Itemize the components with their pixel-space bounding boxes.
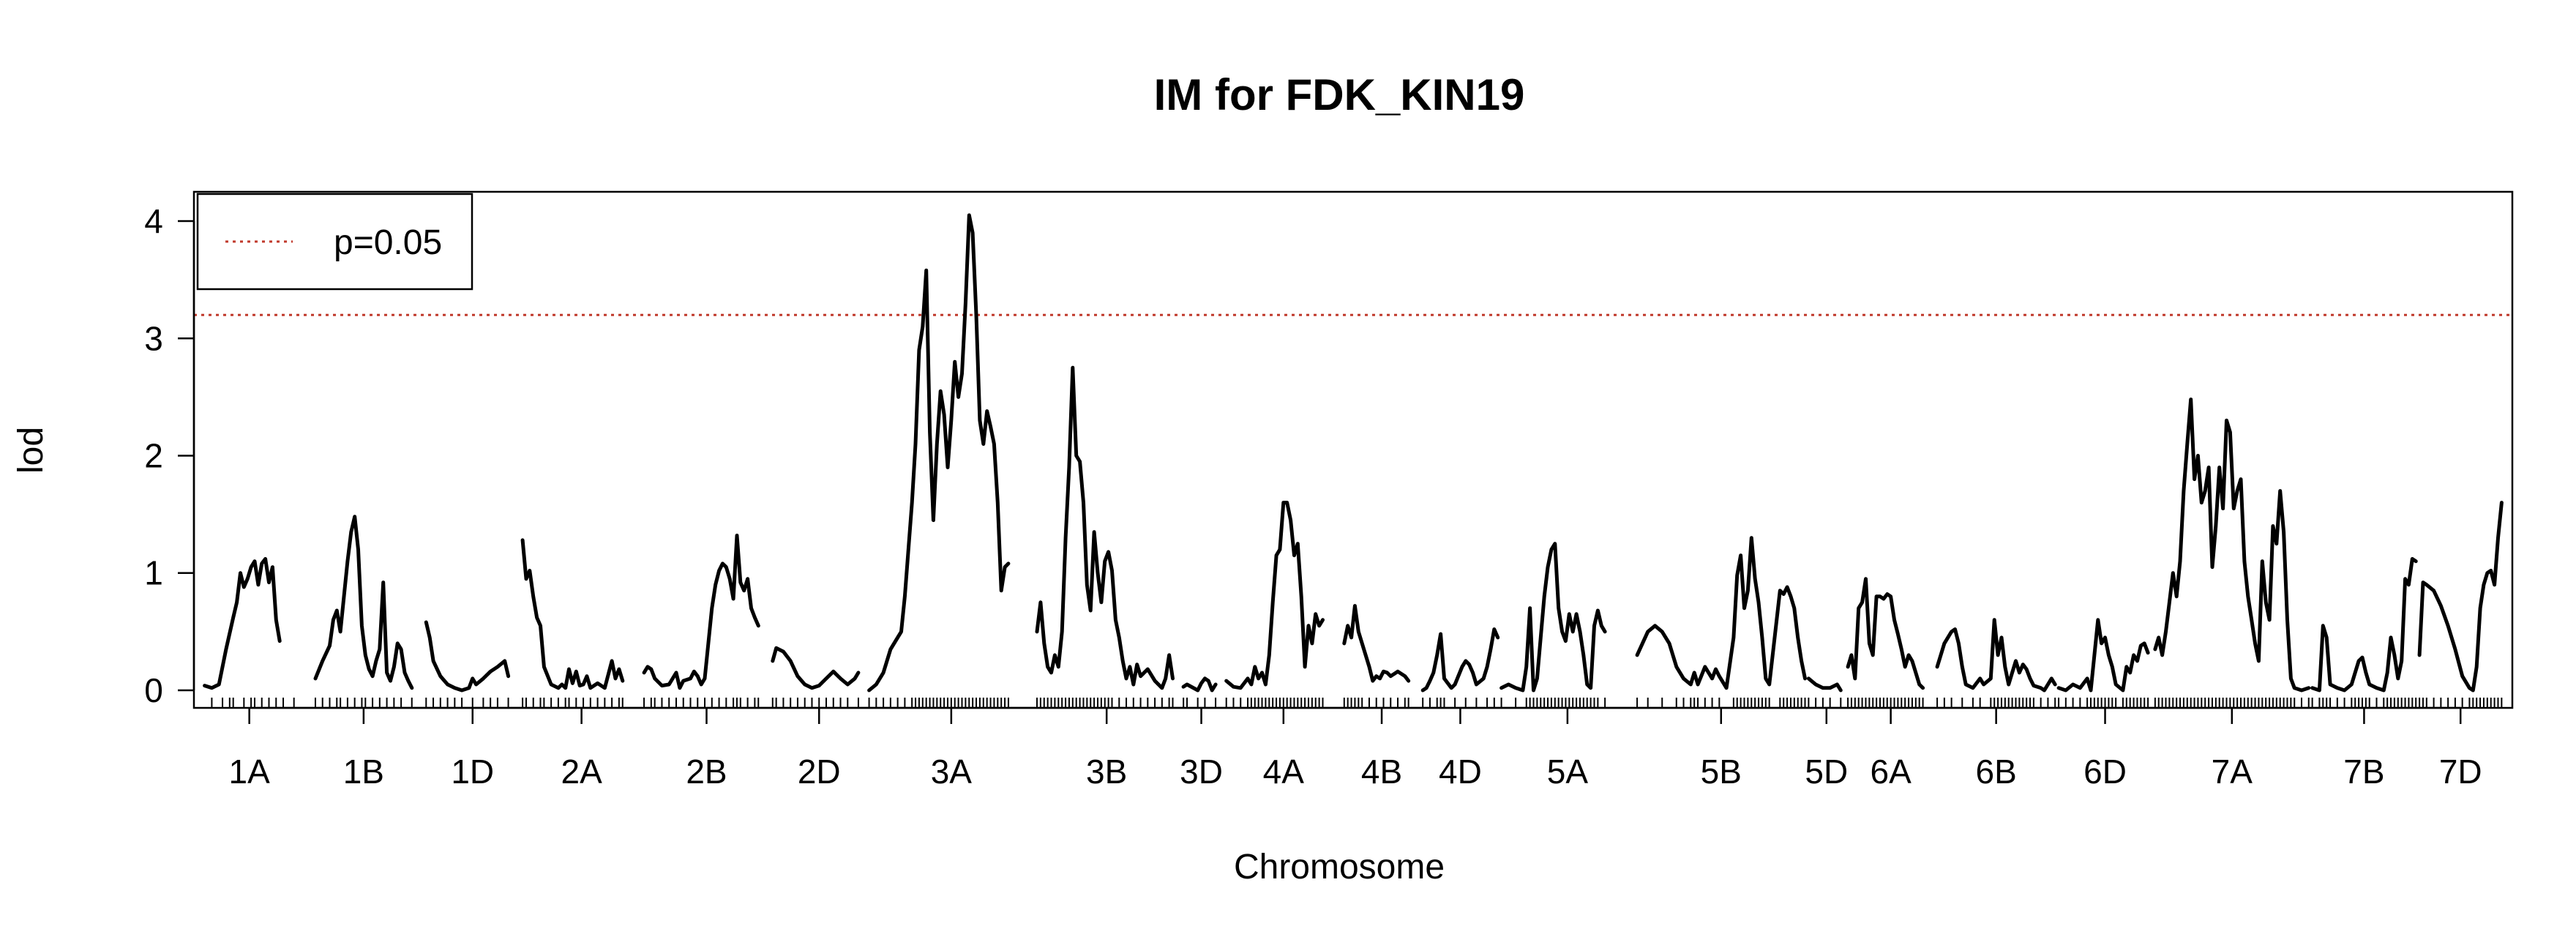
x-tick-label-6B: 6B bbox=[1976, 753, 2017, 791]
y-tick-label: 4 bbox=[144, 202, 163, 240]
lod-series-2B bbox=[642, 534, 760, 690]
y-tick-label: 1 bbox=[144, 554, 163, 592]
legend-label: p=0.05 bbox=[334, 223, 442, 262]
x-tick-label-7B: 7B bbox=[2343, 753, 2384, 791]
lod-series-1A bbox=[203, 557, 282, 690]
y-tick-label: 3 bbox=[144, 319, 163, 357]
lod-series-6B bbox=[1935, 618, 2057, 693]
x-tick-label-1A: 1A bbox=[229, 753, 271, 791]
x-tick-label-1D: 1D bbox=[451, 753, 494, 791]
y-axis-label: lod bbox=[12, 427, 50, 474]
lod-series-2D bbox=[771, 646, 861, 690]
x-tick-label-2D: 2D bbox=[798, 753, 841, 791]
x-tick-label-3B: 3B bbox=[1086, 753, 1127, 791]
lod-series-6D bbox=[2056, 618, 2150, 693]
lod-series-1B bbox=[313, 515, 414, 690]
lod-series-6A bbox=[1846, 577, 1925, 690]
lod-series-3A bbox=[867, 213, 1011, 693]
x-tick-label-7D: 7D bbox=[2439, 753, 2482, 791]
lod-series-7A bbox=[2153, 397, 2311, 693]
x-tick-label-3D: 3D bbox=[1180, 753, 1223, 791]
x-tick-label-6D: 6D bbox=[2083, 753, 2127, 791]
x-tick-label-4A: 4A bbox=[1263, 753, 1305, 791]
legend: p=0.05 bbox=[196, 193, 473, 291]
lod-series-4B bbox=[1342, 604, 1411, 683]
plot-area bbox=[194, 213, 2512, 708]
lod-series-1D bbox=[424, 620, 511, 693]
lod-series-5B bbox=[1635, 536, 1807, 690]
lod-series-5A bbox=[1499, 542, 1607, 693]
x-tick-label-2A: 2A bbox=[561, 753, 602, 791]
lod-series-3D bbox=[1181, 676, 1218, 693]
plot-frame bbox=[192, 190, 2514, 709]
x-axis-label: Chromosome bbox=[1234, 848, 1445, 886]
legend-box bbox=[196, 193, 473, 291]
x-tick-label-5A: 5A bbox=[1547, 753, 1589, 791]
x-tick-label-3A: 3A bbox=[931, 753, 973, 791]
lod-series-7D bbox=[2417, 501, 2504, 693]
x-tick-label-1B: 1B bbox=[343, 753, 384, 791]
lod-series-7B bbox=[2310, 557, 2418, 693]
lod-series-5D bbox=[1806, 676, 1843, 693]
lod-series-3B bbox=[1035, 365, 1175, 690]
x-tick-label-4B: 4B bbox=[1361, 753, 1402, 791]
x-tick-label-5D: 5D bbox=[1805, 753, 1848, 791]
x-tick-label-5B: 5B bbox=[1701, 753, 1742, 791]
lod-series-4A bbox=[1224, 501, 1325, 690]
x-tick-label-7A: 7A bbox=[2212, 753, 2253, 791]
x-tick-label-2B: 2B bbox=[686, 753, 727, 791]
y-tick-label: 2 bbox=[144, 437, 163, 475]
lod-series-2A bbox=[520, 538, 625, 690]
y-tick-label: 0 bbox=[144, 671, 163, 709]
lod-series-4D bbox=[1420, 627, 1500, 693]
x-tick-label-4D: 4D bbox=[1439, 753, 1482, 791]
x-tick-label-6A: 6A bbox=[1871, 753, 1912, 791]
chart-title: IM for FDK_KIN19 bbox=[1154, 70, 1525, 119]
